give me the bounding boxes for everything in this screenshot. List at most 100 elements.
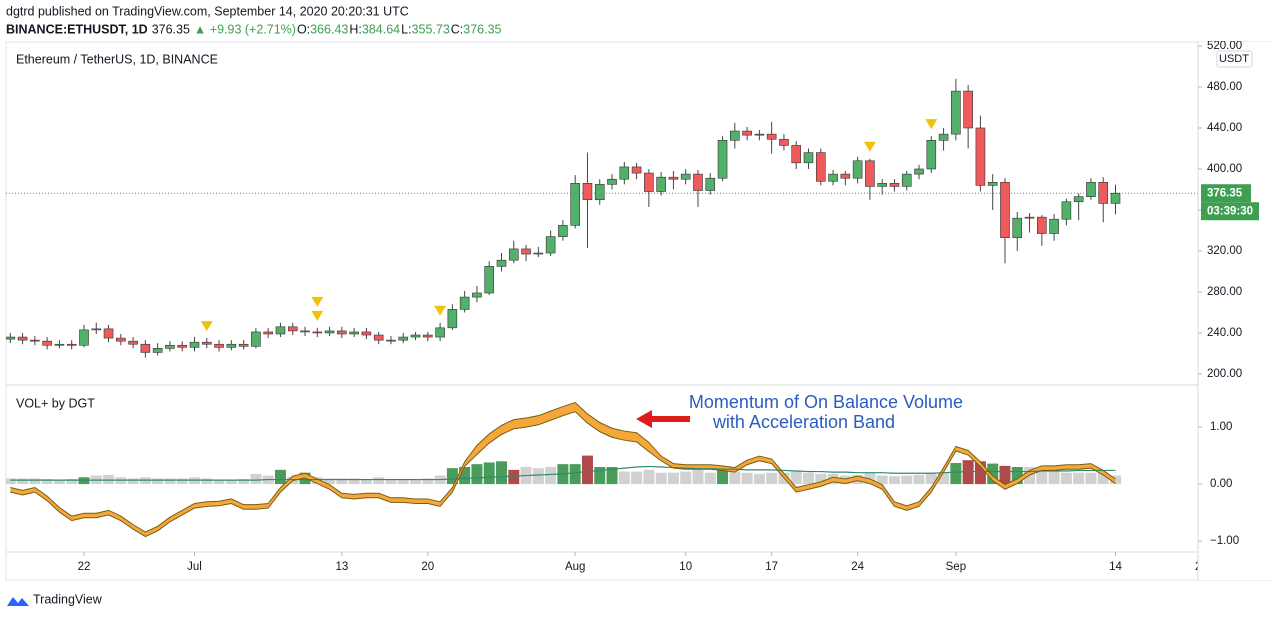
- y-tick-label: 520.00: [1207, 40, 1242, 52]
- candle-body: [1086, 182, 1096, 197]
- candle-body: [693, 173, 703, 191]
- candle-body: [30, 339, 40, 342]
- volume-bar: [545, 467, 557, 485]
- volume-bar: [53, 479, 65, 485]
- volume-bar: [274, 469, 286, 485]
- volume-bar: [569, 464, 581, 485]
- y-tick-label: 0.00: [1210, 478, 1232, 490]
- candle-body: [987, 182, 998, 186]
- y-tick-label: −1.00: [1210, 535, 1239, 547]
- y-tick-label: 480.00: [1207, 81, 1242, 93]
- y-tick-label: 320.00: [1207, 245, 1242, 257]
- candle-body: [840, 173, 851, 179]
- volume-bar: [201, 478, 213, 485]
- pane-title: Ethereum / TetherUS, 1D, BINANCE: [16, 52, 218, 66]
- volume-bar: [753, 473, 765, 485]
- candle-body: [570, 183, 580, 226]
- volume-bar: [324, 478, 336, 485]
- candle-body: [66, 343, 77, 346]
- band-upper-line: [10, 401, 1116, 533]
- volume-bar: [717, 467, 729, 485]
- volume-bar: [385, 478, 397, 485]
- candle-body: [656, 176, 666, 192]
- symbol: BINANCE:ETHUSDT, 1D: [6, 22, 148, 36]
- volume-bar: [508, 469, 520, 485]
- volume-bar: [766, 472, 778, 485]
- candle-body: [754, 133, 765, 136]
- volume-bar: [422, 478, 434, 485]
- candle-body: [619, 166, 630, 180]
- candle-body: [1061, 201, 1072, 220]
- candle-body: [275, 326, 286, 335]
- volume-bar: [1073, 472, 1085, 485]
- signal-marker: [311, 296, 324, 307]
- candle-body: [484, 266, 495, 294]
- x-tick-label: 24: [851, 561, 864, 573]
- candle-body: [287, 326, 298, 332]
- volume-bar: [213, 479, 225, 485]
- volume-bar: [471, 464, 483, 485]
- signal-marker: [925, 119, 938, 130]
- volume-bar: [238, 478, 250, 485]
- candle-body: [324, 330, 335, 334]
- candle-body: [116, 337, 126, 342]
- volume-bar: [704, 472, 716, 485]
- candle-body: [177, 344, 188, 348]
- countdown: 03:39:30: [1207, 205, 1253, 217]
- volume-bar: [729, 471, 741, 485]
- candle-body: [54, 343, 65, 346]
- y-tick-label: 280.00: [1207, 286, 1242, 298]
- volume-bar: [815, 473, 827, 485]
- candle-body: [349, 331, 359, 335]
- ohlc-value: 355.73: [412, 22, 450, 36]
- plot-area: Ethereum / TetherUS, 1D, BINANCE VOL+ by …: [6, 52, 1198, 573]
- candle-body: [189, 341, 200, 348]
- candle-body: [1098, 182, 1109, 204]
- candle-body: [373, 334, 384, 341]
- candle-body: [128, 340, 138, 345]
- candle-body: [521, 248, 531, 255]
- volume-bar: [631, 471, 643, 485]
- y-tick-label: 200.00: [1207, 368, 1242, 380]
- price-axis-bg: [1198, 42, 1274, 580]
- volume-bar: [1085, 472, 1097, 485]
- x-tick-label: 10: [679, 561, 692, 573]
- candle-body: [165, 344, 175, 349]
- candle-body: [1012, 217, 1023, 238]
- volume-bar: [29, 478, 41, 485]
- candle-body: [17, 336, 28, 341]
- candle-body: [705, 177, 716, 191]
- y-tick-label: 240.00: [1207, 327, 1242, 339]
- candle-body: [1049, 218, 1059, 234]
- currency-box: [1216, 50, 1253, 68]
- volume-bar: [987, 463, 999, 485]
- candle-body: [865, 160, 875, 187]
- volume-bar: [164, 478, 176, 485]
- candle-body: [779, 138, 789, 146]
- ohlc-value: 366.43: [310, 22, 348, 36]
- volume-bar: [901, 475, 913, 485]
- candle-body: [815, 152, 826, 182]
- volume-bar: [41, 478, 53, 485]
- candle-body: [717, 139, 728, 179]
- volume-bar: [938, 472, 950, 485]
- candle-body: [337, 330, 347, 335]
- candle-body: [594, 184, 605, 201]
- volume-bar: [410, 478, 422, 485]
- x-tick-label: Jul: [187, 561, 202, 573]
- candle-body: [79, 329, 89, 346]
- volume-bar: [594, 467, 606, 485]
- brand: TradingView: [33, 592, 103, 606]
- candle-body: [226, 343, 237, 348]
- candle-body: [459, 296, 470, 310]
- signal-marker: [200, 321, 213, 332]
- candle-body: [975, 127, 986, 186]
- volume-bar: [913, 474, 925, 485]
- candle-body: [1073, 196, 1084, 203]
- volume-bar: [876, 475, 888, 485]
- x-tick-label: Sep: [946, 561, 966, 573]
- candle-body: [558, 225, 568, 237]
- x-tick-label: 22: [78, 561, 91, 573]
- candle-body: [803, 152, 814, 164]
